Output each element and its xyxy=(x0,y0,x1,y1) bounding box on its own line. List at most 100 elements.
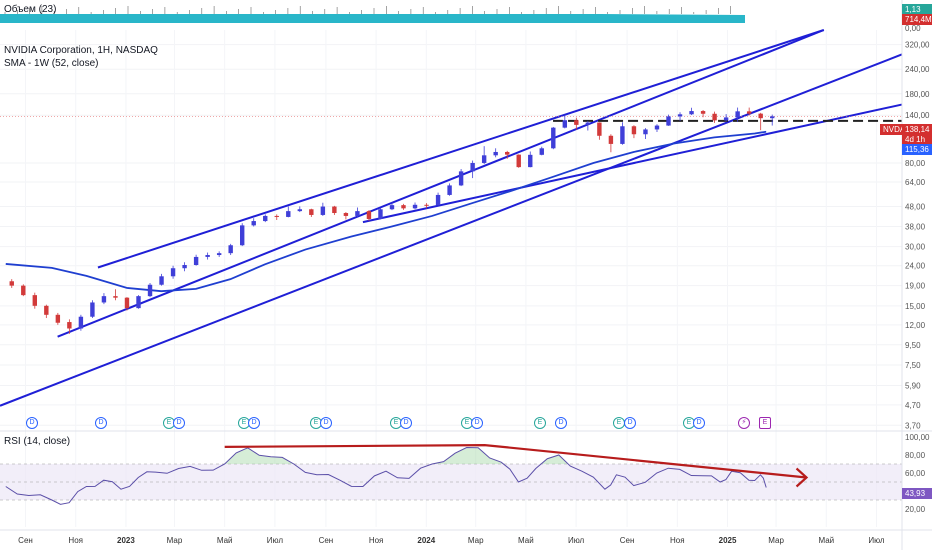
dividend-event-icon[interactable]: D xyxy=(624,417,636,429)
sma-line xyxy=(5,130,767,293)
candle xyxy=(389,202,395,211)
candle-body xyxy=(216,253,222,256)
candle xyxy=(585,120,591,131)
time-tick-label: Ноя xyxy=(68,536,83,545)
dividend-event-icon[interactable]: D xyxy=(471,417,483,429)
candle xyxy=(666,114,671,126)
dividend-event-icon[interactable]: D xyxy=(248,417,260,429)
candle-body xyxy=(343,213,349,216)
price-tick-label: 7,50 xyxy=(905,361,921,370)
candle xyxy=(677,112,683,121)
candle-body xyxy=(147,284,153,297)
candle xyxy=(21,284,26,297)
indicator-label[interactable]: SMA - 1W (52, close) xyxy=(4,58,99,69)
candle xyxy=(343,212,349,220)
future-earnings-icon[interactable]: E xyxy=(759,417,771,429)
candle xyxy=(758,112,763,131)
rsi-value-badge: 43,93 xyxy=(902,488,932,499)
dividend-event-icon[interactable]: D xyxy=(400,417,412,429)
candle-body xyxy=(378,209,383,219)
rsi-line xyxy=(5,446,767,505)
candle-body xyxy=(516,154,521,168)
candle xyxy=(193,254,199,266)
candle-body xyxy=(101,296,107,303)
time-tick-label: Июл xyxy=(267,536,284,545)
candle-body xyxy=(528,154,533,168)
earnings-event-icon[interactable]: E xyxy=(310,417,322,429)
last-price-badge: 138,14 xyxy=(902,124,932,135)
time-tick-label: 2025 xyxy=(719,536,737,545)
candle xyxy=(505,150,510,159)
candle xyxy=(470,160,475,179)
candle-body xyxy=(274,215,279,217)
candle-body xyxy=(78,316,84,329)
candle-body xyxy=(700,111,706,114)
candle xyxy=(551,126,556,150)
dividend-event-icon[interactable]: D xyxy=(26,417,38,429)
price-tick-label: 38,00 xyxy=(905,222,926,231)
grid xyxy=(0,30,902,527)
price-tick-label: 320,00 xyxy=(905,41,930,50)
earnings-event-icon[interactable]: E xyxy=(534,417,546,429)
candle xyxy=(401,203,406,210)
split-event-icon[interactable]: ⚡ xyxy=(738,417,750,429)
rsi-tick-label: 80,00 xyxy=(905,451,926,460)
time-tick-label: Май xyxy=(217,536,233,545)
volume-max-badge: 1,13 xyxy=(902,4,932,15)
candle-body xyxy=(366,211,372,219)
rsi-tick-label: 20,00 xyxy=(905,505,926,514)
chart-title[interactable]: NVIDIA Corporation, 1H, NASDAQ xyxy=(4,45,158,56)
candle xyxy=(159,273,164,286)
rsi-tick-label: 100,00 xyxy=(905,433,930,442)
candle xyxy=(136,295,141,309)
candle-body xyxy=(481,155,487,163)
candle xyxy=(493,148,498,158)
candle xyxy=(320,202,326,216)
rsi-label[interactable]: RSI (14, close) xyxy=(4,436,71,447)
candle-body xyxy=(205,255,210,257)
candle xyxy=(562,114,568,129)
rsi-trend-arrow xyxy=(795,467,809,488)
price-tick-label: 24,00 xyxy=(905,262,926,271)
candles xyxy=(9,107,775,334)
candle xyxy=(297,206,303,213)
candle-body xyxy=(309,209,314,215)
candle xyxy=(620,122,625,145)
price-tick-label: 80,00 xyxy=(905,159,926,168)
earnings-event-icon[interactable]: E xyxy=(613,417,625,429)
candle xyxy=(539,146,544,156)
candle xyxy=(712,111,717,123)
candle-body xyxy=(113,296,118,298)
candle-body xyxy=(170,268,176,277)
candle-body xyxy=(631,126,637,135)
dividend-event-icon[interactable]: D xyxy=(95,417,107,429)
candle-body xyxy=(332,206,337,214)
candle xyxy=(216,251,222,257)
earnings-event-icon[interactable]: E xyxy=(238,417,250,429)
candle xyxy=(286,206,291,218)
price-tick-label: 9,50 xyxy=(905,341,921,350)
dividend-event-icon[interactable]: D xyxy=(320,417,332,429)
dividend-event-icon[interactable]: D xyxy=(555,417,567,429)
candle-body xyxy=(689,111,694,115)
volume-label[interactable]: Объем (23) xyxy=(4,4,57,15)
candle-body xyxy=(597,122,602,136)
time-tick-label: Май xyxy=(518,536,534,545)
candle xyxy=(32,292,38,309)
time-tick-label: 2023 xyxy=(117,536,135,545)
dividend-event-icon[interactable]: D xyxy=(173,417,185,429)
candle xyxy=(101,293,107,305)
candle-body xyxy=(90,302,95,317)
dividend-event-icon[interactable]: D xyxy=(693,417,705,429)
candle-body xyxy=(666,116,671,126)
candle-body xyxy=(735,111,740,118)
candle xyxy=(723,114,729,122)
channel-lines[interactable] xyxy=(0,29,906,407)
candle xyxy=(205,252,210,260)
candle-body xyxy=(182,264,187,269)
candle xyxy=(481,146,487,165)
countdown-badge: 4d 1h xyxy=(902,134,932,145)
candle xyxy=(67,319,72,334)
